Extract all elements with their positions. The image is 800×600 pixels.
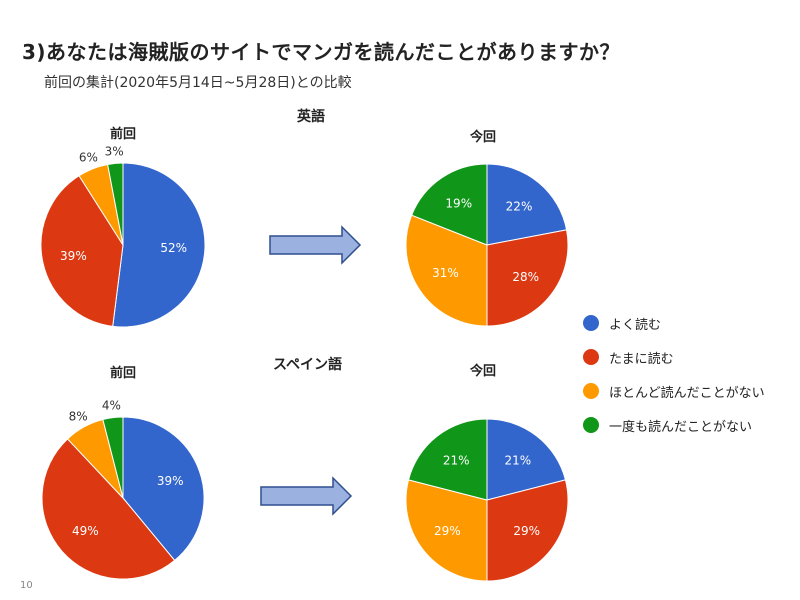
legend-swatch: [583, 383, 599, 399]
section-label-spanish: スペイン語: [273, 357, 343, 373]
pie-slice-never: [411, 163, 488, 246]
pie-value-label: 19%: [445, 196, 472, 210]
legend-label: たまに読む: [609, 351, 674, 367]
arrow-shape: [269, 225, 362, 265]
slide-title: 3)あなたは海賊版のサイトでマンガを読んだことがありますか？: [22, 40, 621, 64]
pie-slice-rarely: [78, 163, 124, 246]
pie-slice-sometimes: [486, 479, 569, 582]
pie-value-label: 29%: [434, 524, 461, 538]
pie-slice-sometimes: [486, 229, 569, 327]
pie-value-label: 29%: [513, 524, 540, 538]
pie-slice-often: [486, 418, 567, 501]
legend-item-never: 一度も読んだことがない: [583, 408, 765, 442]
pie-slice-sometimes: [41, 438, 176, 580]
legend-swatch: [583, 315, 599, 331]
pie-slice-never: [102, 416, 124, 499]
legend-item-sometimes: たまに読む: [583, 340, 765, 374]
legend-label: よく読む: [609, 317, 662, 333]
arrow-shape: [260, 476, 353, 516]
chart-label-es-current: 今回: [470, 364, 497, 379]
pie-slice-sometimes: [40, 175, 124, 327]
pie-slice-rarely: [405, 479, 488, 582]
pie-value-label: 21%: [443, 453, 470, 467]
legend-item-rarely: ほとんど読んだことがない: [583, 374, 765, 408]
pie-value-label: 49%: [72, 524, 99, 538]
pie-value-label: 39%: [157, 474, 184, 488]
slide-subtitle: 前回の集計(2020年5月14日~5月28日)との比較: [44, 75, 352, 91]
pie-value-label: 6%: [79, 151, 98, 165]
pie-value-label: 39%: [60, 249, 87, 263]
legend-item-often: よく読む: [583, 306, 765, 340]
pie-slice-never: [107, 162, 124, 246]
pie-slice-often: [112, 162, 206, 328]
legend-swatch: [583, 349, 599, 365]
legend-label: 一度も読んだことがない: [609, 419, 753, 435]
legend-label: ほとんど読んだことがない: [609, 385, 765, 401]
pie-value-label: 28%: [512, 270, 539, 284]
pie-value-label: 4%: [102, 399, 121, 413]
section-label-english: 英語: [297, 109, 325, 125]
pie-value-label: 31%: [432, 266, 459, 280]
pie-value-label: 52%: [160, 241, 187, 255]
pie-value-label: 8%: [69, 410, 88, 424]
pie-slice-never: [407, 418, 488, 501]
pie-slice-often: [122, 416, 205, 562]
chart-label-es-previous: 前回: [110, 366, 137, 381]
legend: よく読む たまに読む ほとんど読んだことがない 一度も読んだことがない: [583, 306, 765, 442]
legend-swatch: [583, 417, 599, 433]
pie-slice-rarely: [405, 214, 488, 327]
pie-slice-often: [486, 163, 568, 246]
page-number: 10: [20, 580, 33, 591]
pie-slice-rarely: [66, 418, 124, 499]
pie-value-label: 22%: [506, 199, 533, 213]
arrow-icon: [269, 225, 362, 265]
chart-label-en-previous: 前回: [110, 127, 137, 142]
pie-value-label: 3%: [105, 144, 124, 158]
chart-label-en-current: 今回: [470, 130, 497, 145]
arrow-icon: [260, 476, 353, 516]
pie-value-label: 21%: [504, 453, 531, 467]
